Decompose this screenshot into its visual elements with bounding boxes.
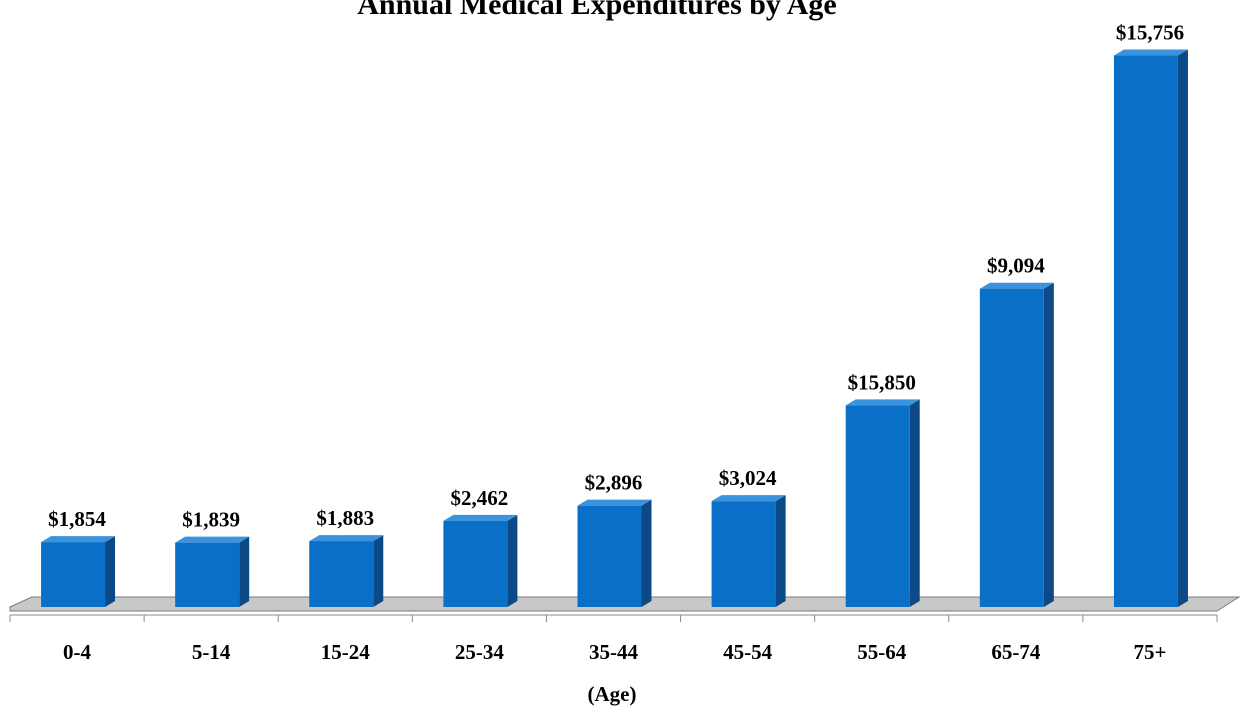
bar-front: [443, 520, 508, 607]
bar: [175, 536, 250, 607]
bar-front: [711, 501, 776, 607]
chart-title: Annual Medical Expenditures by Age: [357, 0, 837, 21]
bar-side: [507, 514, 518, 607]
bar-top: [711, 495, 786, 502]
bar-side: [1043, 282, 1054, 607]
bar-side: [1177, 49, 1188, 608]
data-label: $1,883: [316, 506, 374, 530]
bar-side: [775, 495, 786, 607]
bar-top: [1113, 49, 1188, 56]
x-tick-label: 25-34: [455, 640, 504, 664]
bar: [577, 499, 652, 607]
x-tick-label: 45-54: [723, 640, 772, 664]
bar-front: [41, 542, 106, 607]
bar: [309, 535, 384, 607]
x-tick-label: 35-44: [589, 640, 638, 664]
bar-front: [845, 405, 910, 607]
data-label: $15,850: [848, 370, 916, 394]
bar-side: [909, 399, 920, 607]
bar-front: [1113, 55, 1178, 608]
bar-side: [239, 536, 250, 607]
bar-top: [175, 536, 250, 543]
bar: [845, 399, 920, 607]
bar: [1113, 49, 1188, 608]
bar-top: [309, 535, 384, 542]
data-label: $9,094: [987, 254, 1045, 278]
data-label: $1,839: [182, 508, 240, 532]
bar-top: [577, 499, 652, 506]
bar-front: [577, 505, 642, 607]
data-label: $3,024: [719, 466, 777, 490]
x-tick-label: 65-74: [991, 640, 1040, 664]
data-label: $2,462: [451, 486, 509, 510]
bar: [711, 495, 786, 607]
data-labels-group: $1,854 $1,839 $1,883 $2,462 $2,896 $3,024 $15,…: [48, 21, 1184, 532]
data-label: $15,756: [1116, 21, 1184, 45]
x-tick-label: 75+: [1133, 640, 1166, 664]
data-label: $2,896: [585, 471, 643, 495]
bar-front: [175, 542, 240, 607]
x-tick-label: 55-64: [857, 640, 906, 664]
bar-top: [979, 282, 1054, 289]
x-axis-label: (Age): [588, 682, 637, 706]
bar-top: [845, 399, 920, 406]
data-label: $1,854: [48, 507, 106, 531]
bar-front: [979, 288, 1044, 607]
x-axis: 0-4 5-14 15-24 25-34 35-44 45-54 55-64 65-74 75+: [9, 614, 1218, 664]
bars-group: [41, 49, 1188, 608]
bar-side: [105, 536, 116, 607]
x-tick-label: 5-14: [192, 640, 231, 664]
bar: [443, 514, 518, 607]
bar-side: [373, 535, 384, 607]
x-tick-label: 15-24: [321, 640, 370, 664]
bar-front: [309, 541, 374, 607]
bar-top: [41, 536, 116, 543]
bar-top: [443, 514, 518, 521]
bar-side: [641, 499, 652, 607]
bar: [979, 282, 1054, 607]
x-tick-label: 0-4: [63, 640, 91, 664]
bar: [41, 536, 116, 607]
